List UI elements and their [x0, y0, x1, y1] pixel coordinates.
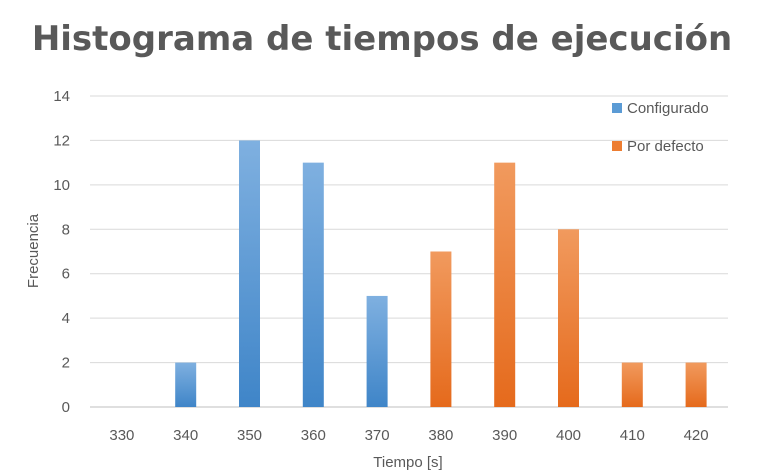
x-axis-ticks: 330 340 350 360 370 380 390 400 410 420 — [109, 427, 708, 444]
x-tick-label: 410 — [620, 427, 645, 444]
legend: Configurado Por defecto — [612, 100, 709, 155]
legend-swatch — [612, 141, 622, 151]
legend-label: Configurado — [627, 100, 709, 117]
x-tick-label: 360 — [301, 427, 326, 444]
bar-configurado-360 — [302, 162, 324, 407]
x-tick-label: 350 — [237, 427, 262, 444]
bar-por-defecto-410 — [621, 362, 643, 407]
legend-label: Por defecto — [627, 138, 704, 155]
y-tick-label: 2 — [62, 355, 70, 372]
x-tick-label: 390 — [492, 427, 517, 444]
bar-por-defecto-390 — [494, 162, 516, 407]
y-tick-label: 4 — [62, 310, 70, 327]
x-tick-label: 370 — [365, 427, 390, 444]
y-axis-ticks: 0 2 4 6 8 10 12 14 — [53, 88, 70, 416]
bar-por-defecto-400 — [558, 229, 579, 407]
bar-configurado-350 — [239, 140, 260, 407]
x-tick-label: 420 — [684, 427, 709, 444]
y-tick-label: 12 — [53, 132, 70, 149]
x-tick-label: 400 — [556, 427, 581, 444]
y-tick-label: 14 — [53, 88, 70, 105]
chart-title: Histograma de tiempos de ejecución — [32, 19, 732, 59]
legend-swatch — [612, 103, 622, 113]
y-tick-label: 0 — [62, 399, 70, 416]
x-tick-label: 380 — [428, 427, 453, 444]
y-tick-label: 6 — [62, 266, 70, 283]
x-tick-label: 330 — [109, 427, 134, 444]
y-axis-label: Frecuencia — [25, 213, 42, 288]
gridlines — [90, 95, 728, 408]
bar-por-defecto-380 — [430, 251, 452, 407]
y-tick-label: 8 — [62, 221, 70, 238]
x-axis-label: Tiempo [s] — [373, 454, 442, 471]
bar-configurado-370 — [366, 295, 388, 407]
y-tick-label: 10 — [53, 177, 70, 194]
bar-configurado-340 — [175, 362, 197, 407]
bars — [175, 140, 707, 407]
bar-por-defecto-420 — [685, 362, 707, 407]
x-tick-label: 340 — [173, 427, 198, 444]
